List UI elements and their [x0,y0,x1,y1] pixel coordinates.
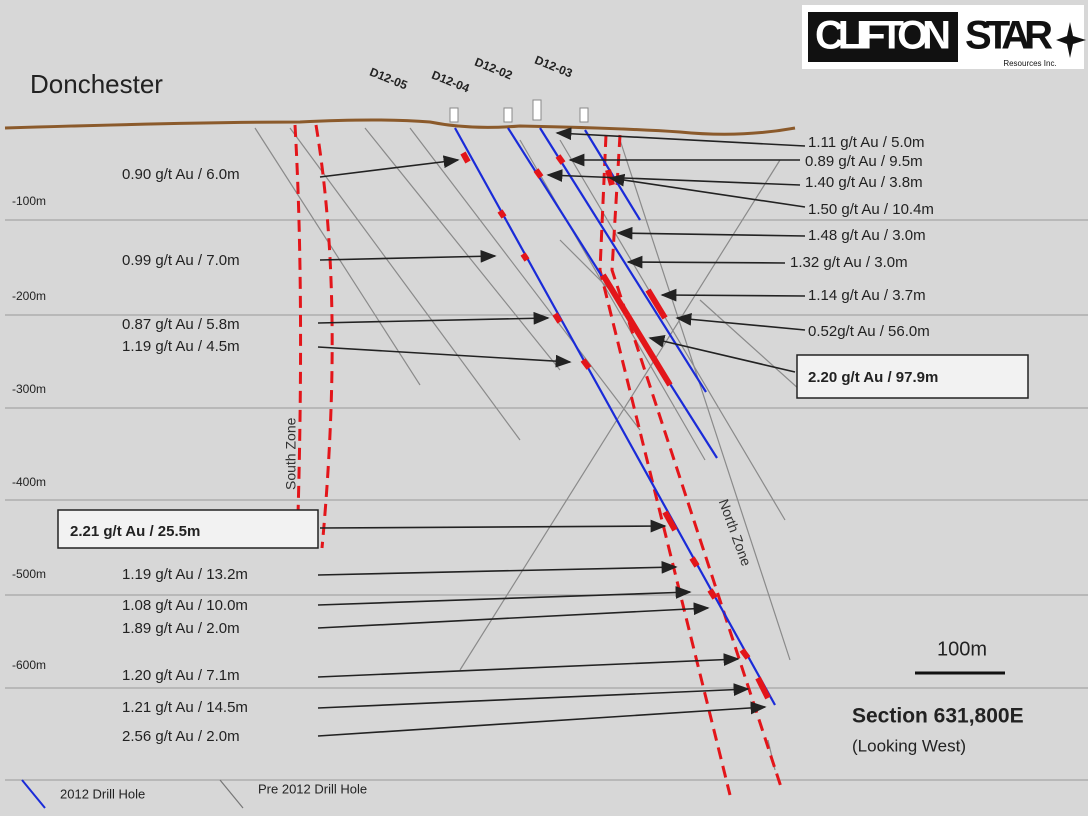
intercept-label: 1.50 g/t Au / 10.4m [808,201,934,218]
legend-label: Pre 2012 Drill Hole [258,781,367,796]
intercept-label: 0.90 g/t Au / 6.0m [122,166,240,183]
intercept-label: 1.08 g/t Au / 10.0m [122,597,248,614]
collars [449,99,589,123]
logo-block [808,12,958,62]
depth-label: -500m [12,567,46,581]
logo-sub: Resources Inc. [1003,59,1056,68]
arrow [317,586,692,606]
depth-label: -100m [12,194,46,208]
section-title: Section 631,800E [852,705,1024,728]
surface [4,118,796,136]
depth-label: -200m [12,289,46,303]
intercept-label: 0.99 g/t Au / 7.0m [122,252,240,269]
arrow [317,701,767,737]
arrow [317,602,710,629]
depth-label: -300m [12,382,46,396]
intercept-label: 1.20 g/t Au / 7.1m [122,667,240,684]
arrow [675,312,806,331]
pre-2012-holes [254,127,801,771]
arrow [317,346,572,368]
intercept-label: 1.32 g/t Au / 3.0m [790,254,908,271]
arrow [317,653,740,678]
intercept-label: 2.20 g/t Au / 97.9m [808,369,938,386]
logo-word: CLIFTON [815,14,951,58]
intercept-label: 1.48 g/t Au / 3.0m [808,227,926,244]
scale-label: 100m [937,638,987,660]
intercept-label: 1.11 g/t Au / 5.0m [808,134,924,151]
intercept-label: 2.21 g/t Au / 25.5m [70,523,200,540]
depth-label: -600m [12,658,46,672]
logo-star [1056,22,1086,58]
arrow [626,255,786,269]
arrow [555,127,806,147]
intercept-label: 0.89 g/t Au / 9.5m [805,153,923,170]
arrow [319,155,460,178]
callout-box [57,509,319,549]
intercept-label: 0.87 g/t Au / 5.8m [122,316,240,333]
intercept-label: 1.19 g/t Au / 4.5m [122,338,240,355]
arrow [319,519,667,533]
arrow [546,169,801,186]
intercept-label: 1.21 g/t Au / 14.5m [122,699,248,716]
arrow [648,335,796,373]
intercept-label: 1.19 g/t Au / 13.2m [122,566,248,583]
intercept-label: 0.52g/t Au / 56.0m [808,323,930,340]
logo-word: STAR [965,14,1053,58]
arrow [616,226,806,240]
arrow [660,288,806,302]
legend-label: 2012 Drill Hole [60,786,145,801]
depth-label: -400m [12,475,46,489]
intercepts [460,151,771,700]
arrow [317,560,678,576]
legend-swatch [21,779,46,809]
arrow [317,683,750,709]
arrow [317,311,550,325]
intercept-label: 1.14 g/t Au / 3.7m [808,287,926,304]
intercept-label: 1.40 g/t Au / 3.8m [805,174,923,191]
title: Donchester [30,69,163,99]
legend-swatch [219,779,244,809]
arrow [319,249,497,263]
intercept-label: 1.89 g/t Au / 2.0m [122,620,240,637]
section-subtitle: (Looking West) [852,736,966,755]
intercept-label: 2.56 g/t Au / 2.0m [122,728,240,745]
callout-box [796,354,1029,399]
zone-label: South Zone [283,417,299,490]
arrow [608,173,806,208]
